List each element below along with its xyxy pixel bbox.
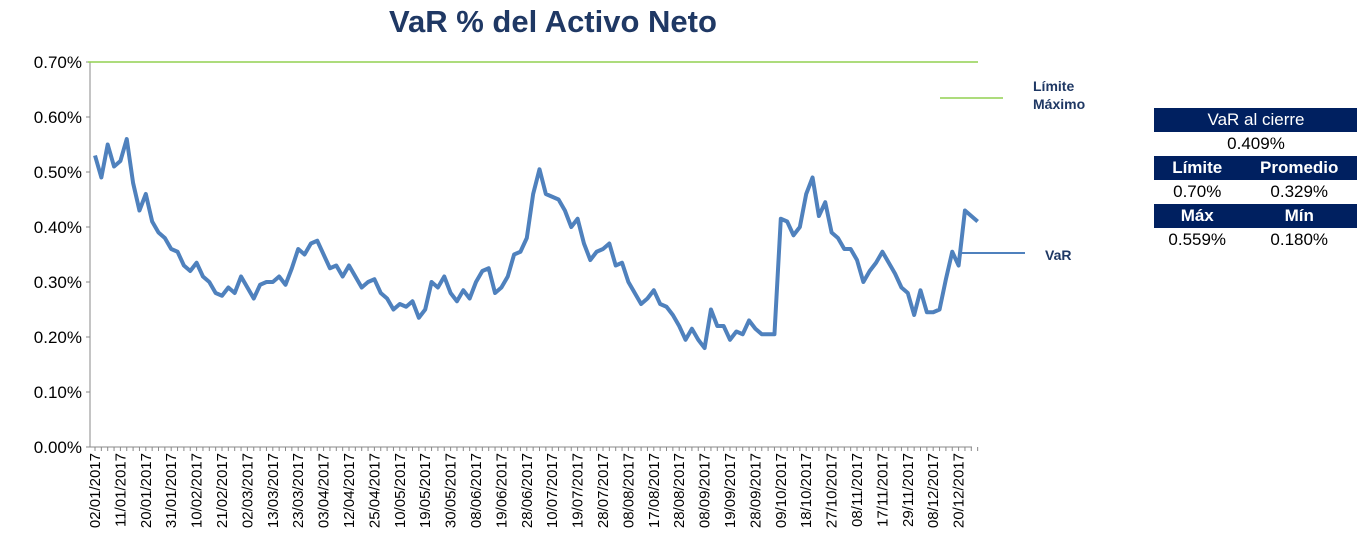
x-tick-label: 28/07/2017 (595, 453, 612, 528)
var-line (93, 137, 979, 350)
chart-title: VaR % del Activo Neto (389, 4, 717, 39)
x-tick-label: 19/07/2017 (570, 453, 587, 528)
y-tick-label: 0.70% (34, 53, 82, 72)
x-tick-label: 10/05/2017 (392, 453, 409, 528)
x-tick-label: 11/01/2017 (112, 453, 129, 527)
x-tick-label: 17/08/2017 (646, 453, 663, 528)
x-tick-label: 19/05/2017 (417, 453, 434, 528)
x-tick-label: 09/10/2017 (773, 453, 790, 528)
x-tick-label: 25/04/2017 (366, 453, 383, 528)
x-tick-label: 10/02/2017 (189, 453, 206, 528)
x-tick-label: 20/12/2017 (951, 453, 968, 528)
x-tick-label: 20/01/2017 (138, 453, 155, 528)
y-tick-label: 0.20% (34, 328, 82, 347)
chart: VaR % del Activo Neto 0.00% 0.10% 0.20% 0.3… (34, 4, 1025, 528)
cell: Mín (1240, 204, 1357, 228)
x-tick-label: 08/08/2017 (620, 453, 637, 528)
x-tick-label: 21/02/2017 (214, 453, 231, 528)
x-tick-label: 08/12/2017 (925, 453, 942, 528)
cell: 0.329% (1270, 182, 1329, 201)
x-tick-label: 28/08/2017 (671, 453, 688, 528)
x-tick-label: 17/11/2017 (874, 453, 891, 527)
x-tick-label: 08/09/2017 (697, 453, 714, 528)
x-tick-label: 31/01/2017 (163, 453, 180, 528)
cell: 0.559% (1168, 230, 1227, 249)
cell: 0.180% (1270, 230, 1329, 249)
x-tick-label: 08/11/2017 (849, 453, 866, 527)
x-tick-label: 02/03/2017 (239, 453, 256, 528)
x-tick-label: 10/07/2017 (544, 453, 561, 528)
x-tick-label: 08/06/2017 (468, 453, 485, 528)
summary-table: VaR al cierre 0.409% Límite Promedio 0.70… (1154, 108, 1357, 252)
x-tick-label: 28/09/2017 (747, 453, 764, 528)
y-tick-label: 0.40% (34, 218, 82, 237)
cell: Límite (1154, 156, 1241, 180)
table-value: 0.409% (1227, 134, 1285, 153)
x-tick-label: 30/05/2017 (443, 453, 460, 528)
cell: Máx (1154, 204, 1241, 228)
y-tick-label: 0.60% (34, 108, 82, 127)
cell: 0.70% (1173, 182, 1222, 201)
x-tick-label: 19/09/2017 (722, 453, 739, 528)
y-tick-label: 0.30% (34, 273, 82, 292)
x-tick-label: 19/06/2017 (493, 453, 510, 528)
x-tick-label: 03/04/2017 (316, 453, 333, 528)
y-tick-label: 0.00% (34, 438, 82, 457)
legend-var: VaR (1045, 247, 1072, 263)
y-tick-label: 0.50% (34, 163, 82, 182)
legend-limit: Límite Máximo (1033, 78, 1086, 112)
cell: Promedio (1240, 156, 1357, 180)
x-tick-label: 28/06/2017 (519, 453, 536, 528)
table-title: VaR al cierre (1154, 108, 1357, 132)
x-tick-label: 23/03/2017 (290, 453, 307, 528)
x-tick-label: 12/04/2017 (341, 453, 358, 528)
x-tick-label: 18/10/2017 (798, 453, 815, 528)
x-tick-label: 29/11/2017 (900, 453, 917, 527)
x-tick-label: 13/03/2017 (265, 453, 282, 528)
y-tick-label: 0.10% (34, 383, 82, 402)
x-tick-label: 02/01/2017 (87, 453, 104, 528)
x-tick-label: 27/10/2017 (824, 453, 841, 528)
